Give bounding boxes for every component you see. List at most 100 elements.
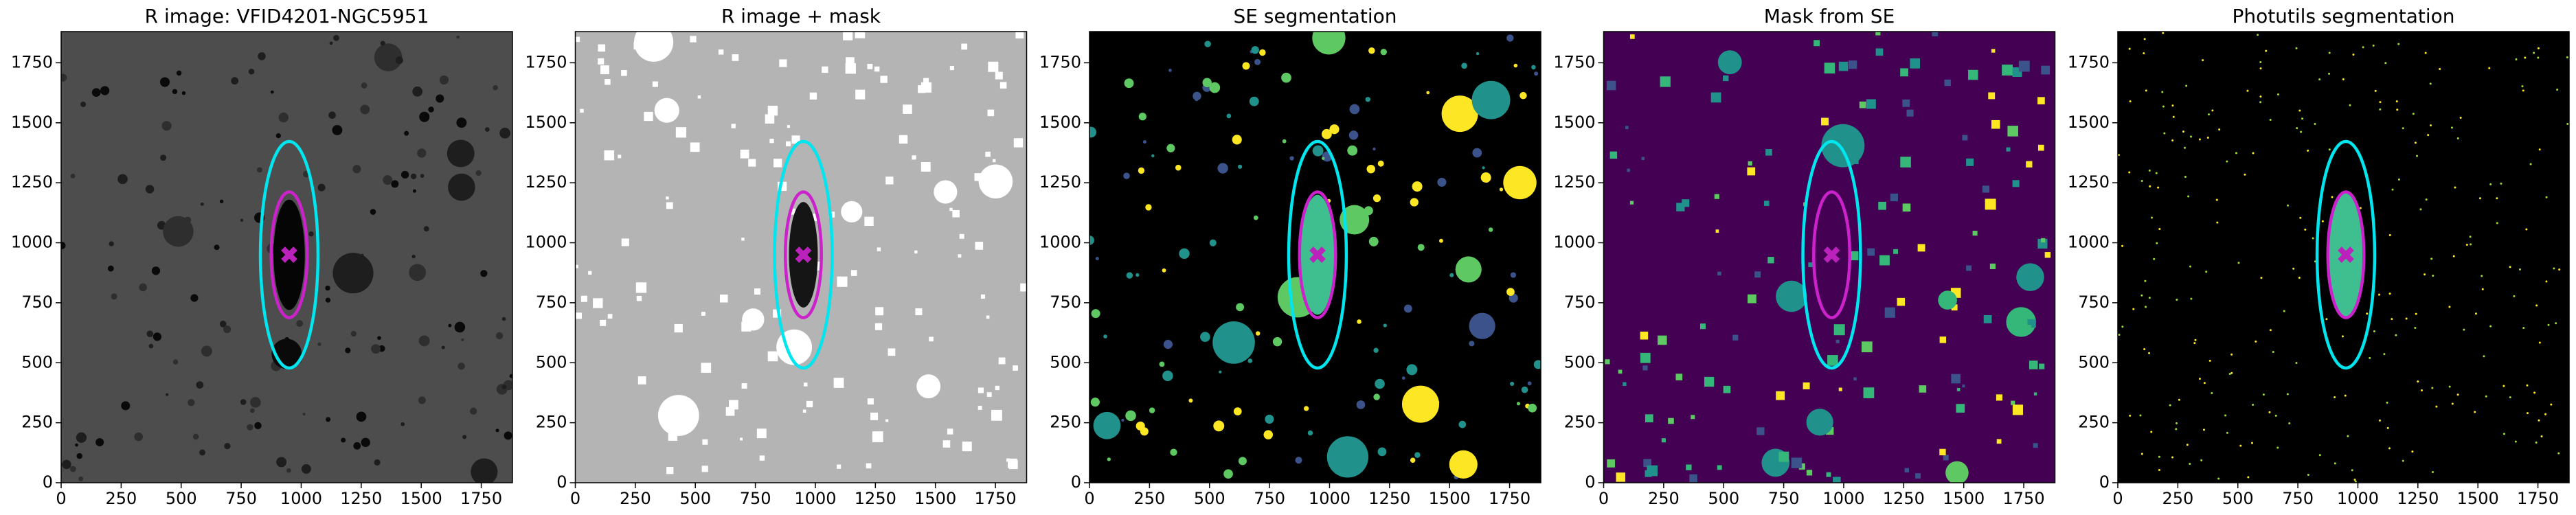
source-spot bbox=[2193, 342, 2196, 345]
source-spot bbox=[756, 428, 767, 439]
source-spot bbox=[1162, 370, 1173, 382]
source-spot bbox=[1910, 58, 1921, 69]
source-spot bbox=[1124, 78, 1134, 89]
source-spot bbox=[325, 297, 331, 303]
source-spot bbox=[1223, 469, 1233, 479]
source-spot bbox=[2537, 56, 2540, 59]
source-spot bbox=[2037, 97, 2045, 104]
source-spot bbox=[1821, 124, 1865, 168]
panel bbox=[1603, 32, 2055, 483]
source-spot bbox=[2140, 179, 2143, 182]
source-spot bbox=[409, 264, 427, 282]
source-spot bbox=[2194, 339, 2197, 341]
source-spot bbox=[146, 330, 154, 337]
source-spot bbox=[2341, 335, 2344, 338]
source-spot bbox=[353, 442, 361, 450]
source-spot bbox=[809, 92, 817, 100]
source-spot bbox=[1472, 148, 1482, 158]
source-spot bbox=[2452, 255, 2455, 258]
x-tick-label: 500 bbox=[2222, 489, 2254, 508]
source-spot bbox=[2176, 422, 2178, 424]
source-spot bbox=[2186, 444, 2189, 446]
source-spot bbox=[117, 174, 128, 185]
source-spot bbox=[1417, 244, 1425, 251]
source-spot bbox=[767, 351, 778, 362]
source-spot bbox=[885, 176, 894, 185]
source-spot bbox=[998, 357, 1006, 365]
source-spot bbox=[2182, 130, 2185, 133]
source-spot bbox=[1748, 161, 1752, 166]
source-spot bbox=[1242, 62, 1250, 70]
source-spot bbox=[2007, 126, 2018, 137]
source-spot bbox=[1349, 104, 1360, 115]
source-spot bbox=[2239, 444, 2242, 447]
x-tick-label: 250 bbox=[620, 489, 651, 508]
source-spot bbox=[637, 376, 646, 385]
source-spot bbox=[872, 431, 883, 442]
source-spot bbox=[2033, 392, 2037, 396]
y-tick-label: 1500 bbox=[11, 113, 53, 132]
source-spot bbox=[1629, 34, 1635, 39]
source-spot bbox=[462, 435, 467, 439]
source-spot bbox=[163, 216, 194, 247]
source-spot bbox=[1902, 203, 1911, 212]
source-spot bbox=[2515, 58, 2518, 60]
source-spot bbox=[78, 476, 84, 481]
source-spot bbox=[325, 285, 330, 291]
source-spot bbox=[2535, 442, 2538, 444]
source-spot bbox=[1962, 385, 1965, 388]
source-spot bbox=[1996, 394, 2003, 401]
source-spot bbox=[2286, 393, 2289, 396]
source-spot bbox=[701, 466, 708, 472]
y-tick-label: 1250 bbox=[1039, 172, 1081, 192]
source-spot bbox=[1647, 465, 1658, 477]
source-spot bbox=[121, 401, 131, 411]
source-spot bbox=[1236, 303, 1245, 312]
source-spot bbox=[1368, 47, 1375, 54]
source-spot bbox=[2524, 56, 2527, 59]
source-spot bbox=[1625, 126, 1629, 130]
source-spot bbox=[61, 242, 66, 249]
source-spot bbox=[2299, 216, 2302, 219]
source-spot bbox=[2148, 169, 2151, 172]
x-tick-label: 1750 bbox=[975, 489, 1017, 508]
source-spot bbox=[1213, 420, 1225, 432]
source-spot bbox=[1893, 249, 1899, 254]
axes-frame bbox=[60, 31, 513, 483]
source-spot bbox=[495, 332, 504, 340]
source-spot bbox=[2295, 47, 2298, 49]
source-spot bbox=[1710, 92, 1721, 103]
source-spot bbox=[1827, 355, 1838, 366]
source-spot bbox=[718, 49, 724, 55]
source-spot bbox=[2500, 182, 2502, 185]
source-spot bbox=[836, 464, 841, 469]
source-spot bbox=[880, 76, 888, 83]
source-spot bbox=[1641, 157, 1645, 160]
source-spot bbox=[139, 283, 147, 292]
source-spot bbox=[509, 374, 512, 378]
source-spot bbox=[275, 133, 281, 139]
y-tick-label: 0 bbox=[556, 472, 567, 492]
source-spot bbox=[1093, 411, 1121, 439]
source-spot bbox=[2211, 109, 2214, 112]
source-spot bbox=[240, 218, 244, 222]
x-tick-label: 500 bbox=[166, 489, 197, 508]
source-spot bbox=[1175, 164, 1182, 171]
source-spot bbox=[100, 86, 110, 95]
panel bbox=[575, 32, 1027, 483]
source-spot bbox=[2525, 228, 2528, 231]
source-spot bbox=[2402, 127, 2404, 130]
source-spot bbox=[2162, 32, 2165, 34]
source-spot bbox=[190, 294, 199, 302]
source-spot bbox=[958, 254, 962, 258]
panel-title: R image + mask bbox=[721, 5, 881, 27]
source-spot bbox=[2121, 325, 2124, 328]
source-spot bbox=[1138, 167, 1145, 174]
source-spot bbox=[986, 315, 990, 319]
source-spot bbox=[923, 78, 929, 84]
source-spot bbox=[2156, 242, 2158, 244]
source-spot bbox=[1859, 101, 1866, 108]
source-spot bbox=[1991, 49, 1996, 53]
source-spot bbox=[855, 89, 866, 100]
source-spot bbox=[1126, 272, 1133, 279]
